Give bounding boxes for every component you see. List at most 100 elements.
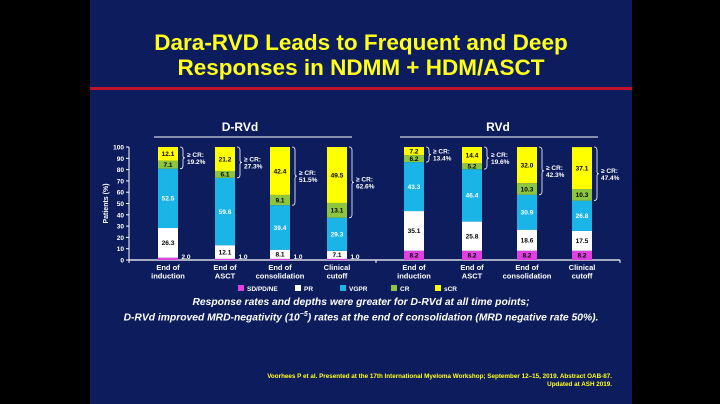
category-label: induction — [397, 272, 431, 281]
note-superscript: −5 — [299, 311, 308, 318]
bar-segment-scr — [517, 147, 537, 184]
data-label: 6.2 — [409, 156, 418, 163]
cr-or-better-label: ≥ CR: — [299, 170, 316, 177]
data-label: 1.0 — [293, 254, 302, 261]
data-label: 14.4 — [466, 152, 479, 159]
cr-or-better-label: 19.2% — [187, 159, 206, 166]
category-label: End of — [213, 263, 237, 272]
cr-brace — [483, 146, 490, 170]
data-label: 39.4 — [274, 225, 287, 232]
cr-or-better-label: ≥ CR: — [491, 152, 508, 159]
bar-segment-cr — [215, 170, 235, 178]
bar-segment-vgpr — [572, 200, 592, 231]
bar-segment-pr — [215, 245, 235, 259]
cr-brace — [236, 146, 243, 179]
bar-segment-cr — [517, 183, 537, 195]
data-label: 32.0 — [521, 162, 534, 169]
data-label: 12.1 — [162, 151, 175, 158]
legend-label: sCR — [444, 286, 457, 293]
y-tick-label: 20 — [117, 235, 125, 242]
legend-label: PR — [304, 286, 313, 293]
data-label: 49.5 — [331, 172, 344, 179]
bar-segment-scr — [462, 147, 482, 164]
data-label: 2.0 — [181, 254, 190, 261]
cr-brace — [538, 146, 545, 196]
citation: Voorhees P et al. Presented at the 17th … — [267, 373, 612, 389]
data-label: 7.2 — [409, 148, 418, 155]
data-label: 7.1 — [332, 252, 341, 259]
legend-swatch — [435, 285, 441, 291]
y-tick-label: 70 — [117, 178, 125, 185]
cr-or-better-label: 13.4% — [433, 156, 452, 163]
data-label: 43.3 — [408, 184, 421, 191]
bar-segment-cr — [572, 189, 592, 201]
bar-segment-sd-pd-ne — [404, 250, 424, 260]
cr-or-better-label: 62.6% — [356, 183, 375, 190]
y-tick-label: 100 — [113, 145, 124, 152]
y-tick-label: 90 — [117, 156, 125, 163]
note-line-2: D-RVd improved MRD-negativity (10−5) rat… — [90, 309, 632, 324]
group-title: RVd — [486, 120, 510, 134]
bar-segment-vgpr — [158, 168, 178, 229]
category-label: cutoff — [572, 272, 593, 281]
data-label: 30.9 — [521, 210, 534, 217]
data-label: 52.5 — [162, 196, 175, 203]
cr-or-better-label: 51.5% — [299, 177, 318, 184]
bar-segment-cr — [327, 202, 347, 218]
title-divider — [90, 87, 632, 90]
legend-label: CR — [400, 286, 410, 293]
cr-or-better-label: 19.6% — [491, 159, 510, 166]
category-label: Clinical — [324, 263, 351, 272]
category-label: End of — [460, 263, 484, 272]
bar-segment-scr — [215, 147, 235, 171]
category-label: cutoff — [327, 272, 348, 281]
bar-segment-sd-pd-ne — [158, 257, 178, 260]
data-label: 13.1 — [331, 208, 344, 215]
data-label: 8.1 — [275, 252, 284, 259]
category-label: Clinical — [569, 263, 596, 272]
legend-swatch — [238, 285, 244, 291]
data-label: 59.6 — [219, 209, 232, 216]
bar-segment-scr — [572, 147, 592, 190]
bar-segment-sd-pd-ne — [572, 250, 592, 260]
bar-segment-cr — [270, 194, 290, 206]
legend-label: VGPR — [349, 286, 368, 293]
bar-segment-scr — [327, 147, 347, 203]
y-tick-label: 50 — [117, 201, 125, 208]
data-label: 10.3 — [576, 192, 589, 199]
slide-title: Dara-RVD Leads to Frequent and Deep Resp… — [90, 30, 632, 80]
cr-brace — [425, 146, 432, 163]
y-tick-label: 0 — [120, 258, 124, 265]
cr-brace — [348, 146, 355, 219]
category-label: consolidation — [256, 272, 305, 281]
note-text-a: D-RVd improved MRD-negativity (10 — [123, 312, 300, 324]
y-tick-label: 10 — [117, 246, 125, 253]
bar-segment-sd-pd-ne — [327, 258, 347, 260]
bar-segment-cr — [404, 155, 424, 163]
category-label: End of — [156, 263, 180, 272]
data-label: 17.5 — [576, 238, 589, 245]
bar-segment-vgpr — [462, 169, 482, 222]
bar-segment-scr — [158, 147, 178, 161]
bar-segment-sd-pd-ne — [215, 258, 235, 260]
citation-line-2: Updated at ASH 2019. — [547, 381, 612, 388]
category-label: End of — [268, 263, 292, 272]
summary-note: Response rates and depths were greater f… — [90, 297, 632, 324]
data-label: 7.1 — [163, 162, 172, 169]
data-label: 35.1 — [408, 228, 421, 235]
bar-segment-pr — [517, 229, 537, 251]
cr-brace — [291, 146, 298, 206]
bar-segment-vgpr — [270, 205, 290, 250]
data-label: 46.4 — [466, 193, 479, 200]
bar-segment-pr — [270, 249, 290, 259]
cr-or-better-label: ≥ CR: — [244, 156, 261, 163]
category-label: consolidation — [503, 272, 552, 281]
data-label: 6.1 — [220, 172, 229, 179]
data-label: 12.1 — [219, 249, 232, 256]
bar-segment-sd-pd-ne — [517, 250, 537, 260]
bar-segment-scr — [404, 147, 424, 156]
y-tick-label: 80 — [117, 167, 125, 174]
category-label: ASCT — [462, 272, 483, 281]
bar-segment-cr — [158, 160, 178, 169]
